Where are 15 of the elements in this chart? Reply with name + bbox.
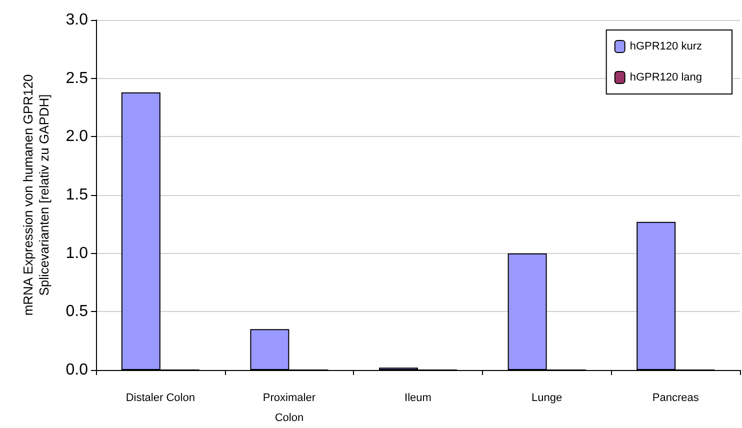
x-tick-label: Ileum	[404, 392, 432, 404]
y-tick-label: 3.0	[66, 12, 88, 28]
y-axis-title: mRNA Expression von humanen GPR120 Splicevarianten [relativ zu GAPDH]	[20, 74, 52, 316]
y-tick-label: 0.5	[66, 303, 88, 320]
y-tick-label: 2.0	[66, 128, 88, 146]
x-tick-label: Distaler Colon	[126, 392, 195, 404]
y-tick-label: 2.5	[66, 70, 88, 87]
legend-label: hGPR120 lang	[630, 72, 702, 84]
y-tick-label: 1.0	[66, 244, 88, 262]
y-tick-label: 1.5	[66, 186, 88, 204]
x-tick-label: Lunge	[532, 392, 562, 404]
legend-label: hGPR120 kurz	[630, 40, 702, 52]
x-tick-label: Pancreas	[652, 392, 700, 404]
y-tick-label: 0.0	[66, 362, 88, 378]
x-tick-label: Proximaler Colon	[262, 392, 316, 424]
